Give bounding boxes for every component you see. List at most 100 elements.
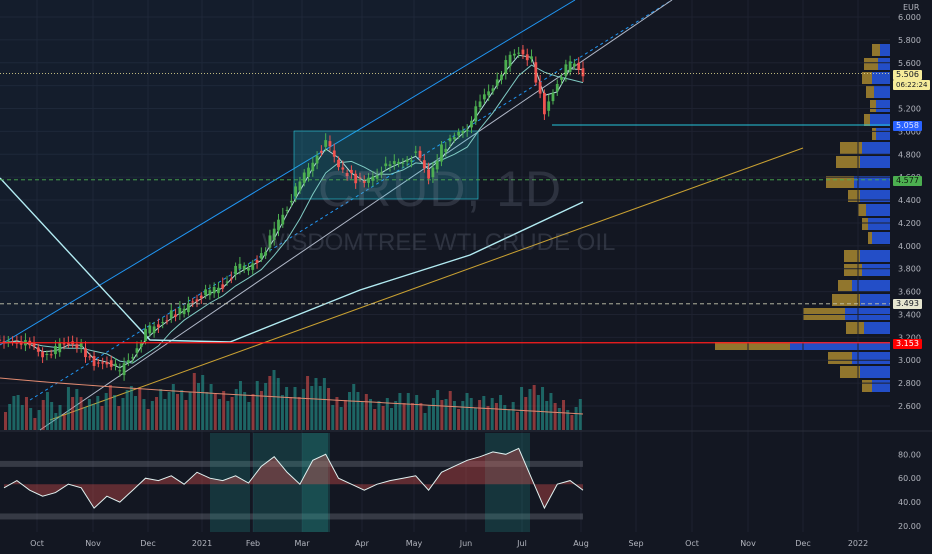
- channel-upper-line: [0, 0, 576, 346]
- candle-body: [148, 325, 152, 334]
- volume-profile-bar-down: [844, 250, 860, 262]
- x-tick-label: Oct: [30, 539, 44, 548]
- volume-profile-bar-up: [852, 352, 890, 364]
- candle-body: [212, 286, 216, 294]
- candle-body: [560, 76, 563, 80]
- x-tick-label: Oct: [685, 539, 699, 548]
- volume-bar: [138, 388, 142, 430]
- volume-bar: [440, 400, 444, 430]
- candle-body: [440, 144, 443, 162]
- volume-bar: [117, 406, 121, 430]
- volume-bar: [247, 402, 251, 430]
- volume-bar: [100, 406, 104, 430]
- candle-body: [272, 228, 276, 240]
- volume-bar: [201, 375, 205, 430]
- volume-profile-bar-down: [840, 142, 862, 154]
- candle-body: [126, 360, 130, 363]
- volume-bar: [570, 415, 574, 430]
- volume-bar: [335, 397, 339, 430]
- volume-bar: [280, 395, 284, 430]
- y-tick-label: 4.200: [898, 219, 921, 228]
- volume-bar: [192, 373, 196, 430]
- volume-bar: [213, 394, 217, 430]
- volume-bar: [348, 392, 352, 430]
- candle-body: [521, 49, 525, 55]
- candle-body: [169, 310, 173, 319]
- volume-bar: [167, 392, 171, 430]
- volume-bar: [444, 399, 448, 430]
- volume-bar: [461, 401, 465, 430]
- candle-body: [62, 343, 66, 345]
- volume-bar: [360, 402, 364, 430]
- x-tick-label: May: [406, 539, 423, 548]
- volume-bar: [356, 392, 360, 430]
- volume-bar: [230, 397, 234, 430]
- osc-y-tick-label: 80.00: [898, 450, 921, 459]
- volume-bar: [104, 393, 108, 430]
- volume-bar: [92, 404, 96, 430]
- y-tick-label: 5.200: [898, 105, 921, 114]
- x-tick-label: Jul: [516, 539, 527, 548]
- volume-bar: [41, 400, 45, 430]
- volume-bar: [75, 389, 79, 430]
- candle-body: [32, 343, 36, 347]
- candle-body: [452, 137, 456, 140]
- candle-body: [281, 214, 285, 225]
- volume-profile-bar-up: [860, 190, 890, 202]
- volume-profile-bar-up: [872, 380, 890, 392]
- candle-body: [199, 295, 203, 299]
- volume-bar: [490, 398, 494, 430]
- candle-body: [315, 155, 319, 164]
- volume-bar: [125, 390, 129, 430]
- volume-bar: [146, 409, 150, 430]
- candle-body: [324, 140, 328, 147]
- volume-bar: [293, 387, 297, 430]
- candle-body: [517, 52, 521, 54]
- candle-body: [405, 159, 409, 162]
- level-tag-red: 3.153: [893, 339, 922, 349]
- candle-body: [350, 169, 353, 174]
- candle-body: [457, 131, 461, 136]
- candle-body: [195, 299, 199, 302]
- volume-bar: [452, 401, 456, 430]
- volume-bar: [511, 402, 515, 430]
- volume-bar: [482, 396, 486, 430]
- candle-body: [307, 167, 310, 177]
- x-tick-label: Apr: [355, 539, 370, 548]
- y-tick-label: 3.000: [898, 356, 921, 365]
- y-tick-label: 2.800: [898, 379, 921, 388]
- volume-bar: [134, 396, 138, 430]
- volume-profile-bar-down: [844, 264, 862, 276]
- volume-profile-bar-up: [860, 250, 890, 262]
- volume-profile-bar-up: [866, 204, 890, 216]
- volume-bar: [549, 393, 553, 430]
- y-tick-label: 3.600: [898, 288, 921, 297]
- osc-y-tick-label: 40.00: [898, 498, 921, 507]
- volume-profile-bar-down: [832, 294, 860, 306]
- candle-body: [332, 150, 336, 157]
- candle-body: [204, 289, 207, 296]
- volume-profile-bar-up: [862, 142, 890, 154]
- volume-bar: [155, 397, 159, 430]
- volume-profile-bar-down: [868, 232, 872, 244]
- volume-bar: [259, 391, 263, 430]
- x-tick-label: Aug: [573, 539, 589, 548]
- candle-body: [551, 92, 555, 102]
- volume-bar: [318, 386, 322, 430]
- x-tick-label: Feb: [246, 539, 260, 548]
- volume-bar: [431, 398, 435, 430]
- volume-bar: [276, 378, 280, 430]
- volume-bar: [364, 394, 368, 430]
- volume-bar: [176, 394, 180, 430]
- osc-highlight-zone: [485, 433, 530, 532]
- volume-bar: [352, 384, 356, 430]
- candle-body: [161, 322, 165, 324]
- level-tag-blue: 5.058: [893, 121, 922, 131]
- volume-bar: [469, 398, 473, 430]
- volume-bar: [415, 395, 419, 430]
- volume-profile-bar-down: [846, 322, 864, 334]
- candle-body: [208, 290, 212, 296]
- currency-label: EUR: [903, 3, 920, 12]
